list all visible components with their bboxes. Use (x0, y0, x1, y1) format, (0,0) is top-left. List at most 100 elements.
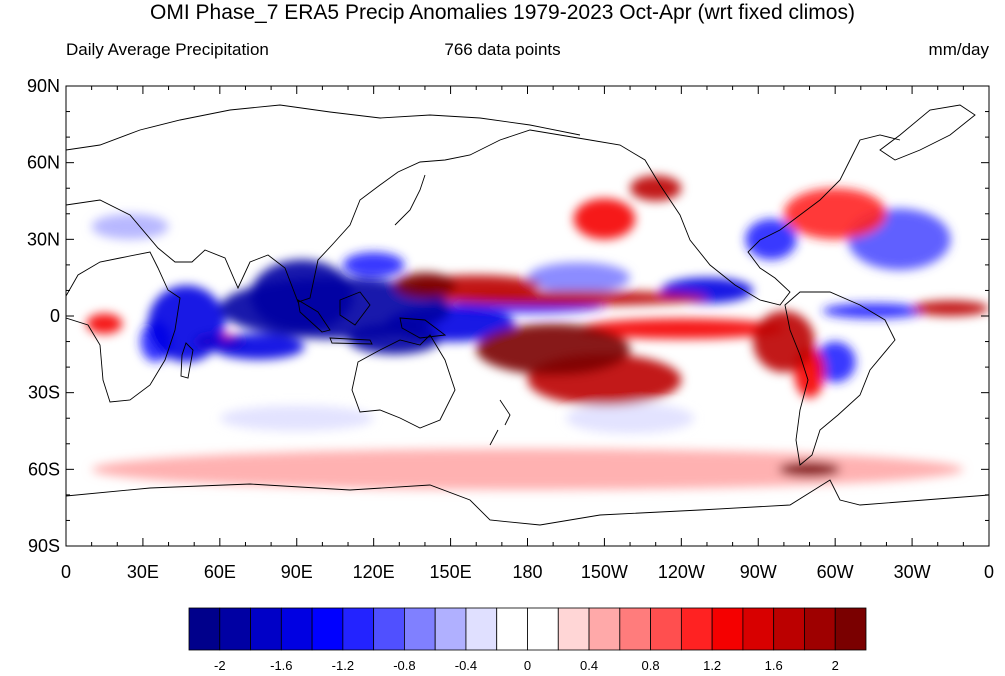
colorbar-swatch (557, 607, 590, 651)
lat-tick-label: 60S (28, 459, 60, 479)
lon-tick-label: 90W (740, 562, 777, 582)
anomaly-region (148, 285, 225, 362)
anomaly-field (86, 175, 989, 490)
colorbar-swatch (373, 607, 405, 651)
coastline-australia (351, 334, 456, 429)
lon-tick-label: 90E (281, 562, 313, 582)
coastline-newguinea (399, 317, 447, 339)
anomaly-region (745, 218, 797, 260)
coastline-eurasia (66, 129, 591, 303)
lat-tick-label: 30N (27, 229, 60, 249)
colorbar-swatch (404, 607, 436, 651)
colorbar: -2 -1.6 -1.2 -0.8 -0.4 0 0.4 0.8 1.2 1.6 2 (188, 607, 867, 673)
lat-tick-label: 0 (50, 306, 60, 326)
coastlines (66, 104, 989, 526)
plot-title: OMI Phase_7 ERA5 Precip Anomalies 1979-2… (150, 1, 855, 24)
anomaly-region (86, 313, 123, 334)
anomaly-region (394, 272, 456, 299)
colorbar-swatch (650, 607, 682, 651)
colorbar-swatch (311, 607, 344, 651)
lon-tick-label: 0 (984, 562, 994, 582)
anomaly-region (578, 318, 784, 339)
colorbar-swatch (250, 607, 282, 651)
anomaly-region (342, 252, 405, 278)
colorbar-swatch (280, 607, 313, 651)
lon-tick-label: 120E (353, 562, 395, 582)
anomaly-region (212, 333, 305, 360)
colorbar-tick-label: -0.4 (455, 658, 477, 673)
colorbar-swatch (804, 607, 836, 651)
anomaly-region (814, 341, 856, 383)
lon-tick-label: 120W (658, 562, 705, 582)
coastline-greenland (879, 104, 976, 161)
colorbar-swatch (588, 607, 621, 651)
anomaly-region (527, 262, 631, 293)
colorbar-tick-label: 0.4 (580, 658, 598, 673)
subtitle-units: mm/day (928, 40, 989, 59)
colorbar-swatch (527, 607, 559, 651)
colorbar-tick-label: 2 (832, 658, 839, 673)
coastline-borneo (339, 291, 371, 326)
lon-tick-label: 150W (581, 562, 628, 582)
anomaly-region (250, 259, 354, 332)
anomaly-region (424, 290, 707, 306)
coastline-japan (394, 174, 426, 226)
anomaly-region (912, 300, 989, 316)
lon-tick-label: 30W (894, 562, 931, 582)
anomaly-region (348, 323, 441, 355)
colorbar-swatch (188, 607, 221, 651)
anomaly-region (91, 213, 169, 240)
colorbar-tick-label: -1.2 (332, 658, 354, 673)
colorbar-tick-label: -2 (214, 658, 226, 673)
lon-tick-label: 0 (61, 562, 71, 582)
colorbar-swatch (619, 607, 651, 651)
lat-tick-label: 90N (27, 76, 60, 96)
colorbar-swatch (219, 607, 251, 651)
lon-tick-label: 60E (204, 562, 236, 582)
coastline-newzealand (489, 399, 511, 446)
anomaly-region (219, 405, 374, 431)
coastline-africa (66, 251, 181, 403)
subtitle-center: 766 data points (444, 40, 561, 59)
coastline-arctic (66, 104, 581, 151)
anomaly-region (476, 323, 631, 375)
colorbar-swatch (711, 607, 744, 651)
anomaly-region (778, 461, 841, 478)
colorbar-tick-label: 1.6 (765, 658, 783, 673)
anomaly-region (753, 310, 815, 373)
colorbar-tick-label: 1.2 (703, 658, 721, 673)
colorbar-swatch (742, 607, 775, 651)
anomaly-region (573, 198, 636, 240)
colorbar-swatch (834, 607, 867, 651)
anomaly-region (822, 303, 925, 319)
subtitle-left: Daily Average Precipitation (66, 40, 269, 59)
colorbar-swatch (465, 607, 498, 651)
lat-tick-label: 90S (28, 536, 60, 556)
colorbar-swatch (434, 607, 467, 651)
coastline-java (329, 337, 373, 345)
colorbar-swatch (773, 607, 805, 651)
colorbar-swatch (680, 607, 713, 651)
lon-tick-label: 30E (127, 562, 159, 582)
coastline-north-america (589, 134, 901, 306)
colorbar-tick-label: -0.8 (393, 658, 415, 673)
lat-tick-label: 30S (28, 383, 60, 403)
anomaly-region (630, 175, 682, 202)
coastline-sumatra (297, 299, 331, 333)
lon-tick-label: 180 (512, 562, 542, 582)
colorbar-swatch (496, 607, 528, 651)
colorbar-tick-label: 0.8 (642, 658, 660, 673)
lat-tick-label: 60N (27, 153, 60, 173)
anomaly-region (565, 402, 695, 434)
colorbar-tick-label: 0 (524, 658, 531, 673)
lon-tick-label: 150E (430, 562, 472, 582)
colorbar-swatch (342, 607, 375, 651)
coastline-antarctica (66, 479, 989, 526)
colorbar-tick-label: -1.6 (270, 658, 292, 673)
coastline-madagascar (180, 342, 194, 379)
lon-tick-label: 60W (817, 562, 854, 582)
anomaly-region (91, 448, 964, 490)
anomaly-region (783, 188, 887, 240)
